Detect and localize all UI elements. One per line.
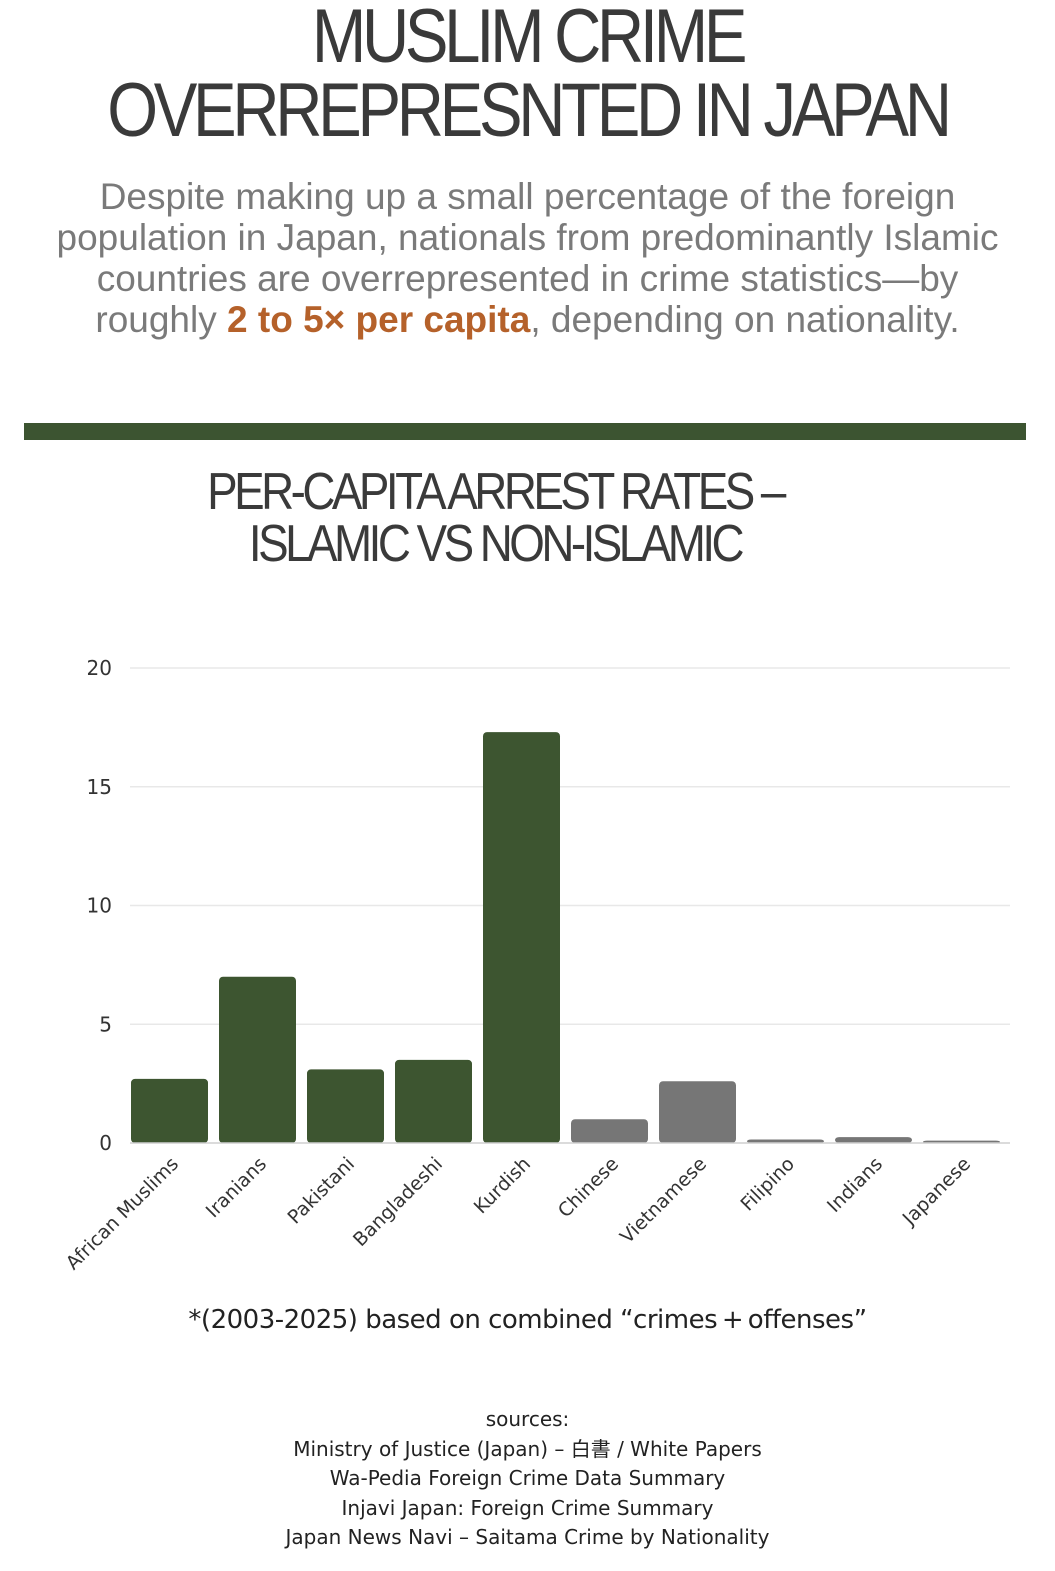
- source-item: Injavi Japan: Foreign Crime Summary: [341, 1495, 714, 1520]
- y-tick-label: 10: [87, 894, 112, 918]
- subtitle-text: Despite making up a small percentage of …: [56, 176, 999, 340]
- source-item: Wa-Pedia Foreign Crime Data Summary: [329, 1466, 726, 1490]
- subtitle-highlight: 2 to 5× per capita: [227, 299, 531, 340]
- main-title-line1: MUSLIM CRIME: [311, 0, 748, 79]
- x-tick-label: Kurdish: [470, 1153, 535, 1218]
- chart-title-line2: ISLAMIC VS NON-ISLAMIC: [248, 515, 745, 573]
- y-tick-label: 20: [87, 656, 112, 680]
- x-tick-label: Vietnamese: [616, 1153, 711, 1248]
- x-tick-label: Japanese: [898, 1153, 975, 1230]
- bar: [307, 1069, 384, 1143]
- sources-label: sources:: [485, 1407, 570, 1431]
- bar: [395, 1059, 472, 1143]
- x-tick-label: Chinese: [554, 1153, 623, 1222]
- bar: [483, 732, 560, 1143]
- main-title-line2: OVERREPRESNTED IN JAPAN: [107, 68, 952, 153]
- y-tick-label: 15: [87, 775, 112, 799]
- subtitle: Despite making up a small percentage of …: [40, 176, 1015, 340]
- chart-title-line1: PER-CAPITA ARREST RATES –: [207, 463, 786, 521]
- footnote: *(2003-2025) based on combined “crimes +…: [188, 1305, 867, 1335]
- x-tick-label: African Muslims: [62, 1153, 183, 1274]
- subtitle-text-end: , depending on nationality.: [530, 299, 960, 340]
- source-item: Japan News Navi – Saitama Crime by Natio…: [285, 1525, 770, 1549]
- sources: sources: Ministry of Justice (Japan) – 白…: [0, 1405, 1055, 1553]
- bar: [835, 1137, 912, 1143]
- x-tick-label: Iranians: [202, 1153, 271, 1222]
- bar-chart: 0 5 10 15 20 African Muslims Iranians Pakistani…: [62, 656, 1010, 1274]
- x-tick-label: Pakistani: [283, 1153, 359, 1229]
- bar: [747, 1139, 824, 1143]
- y-tick-label: 5: [99, 1012, 112, 1036]
- bar: [219, 976, 296, 1143]
- bar: [659, 1081, 736, 1143]
- y-tick-label: 0: [99, 1131, 112, 1155]
- bar: [571, 1119, 648, 1143]
- x-tick-label: Bangladeshi: [349, 1153, 447, 1251]
- bar: [131, 1078, 208, 1143]
- x-tick-label: Filipino: [737, 1153, 800, 1216]
- x-tick-label: Indians: [823, 1153, 887, 1217]
- source-item: Ministry of Justice (Japan) – 白書 / White…: [293, 1436, 762, 1461]
- divider: [24, 423, 1026, 440]
